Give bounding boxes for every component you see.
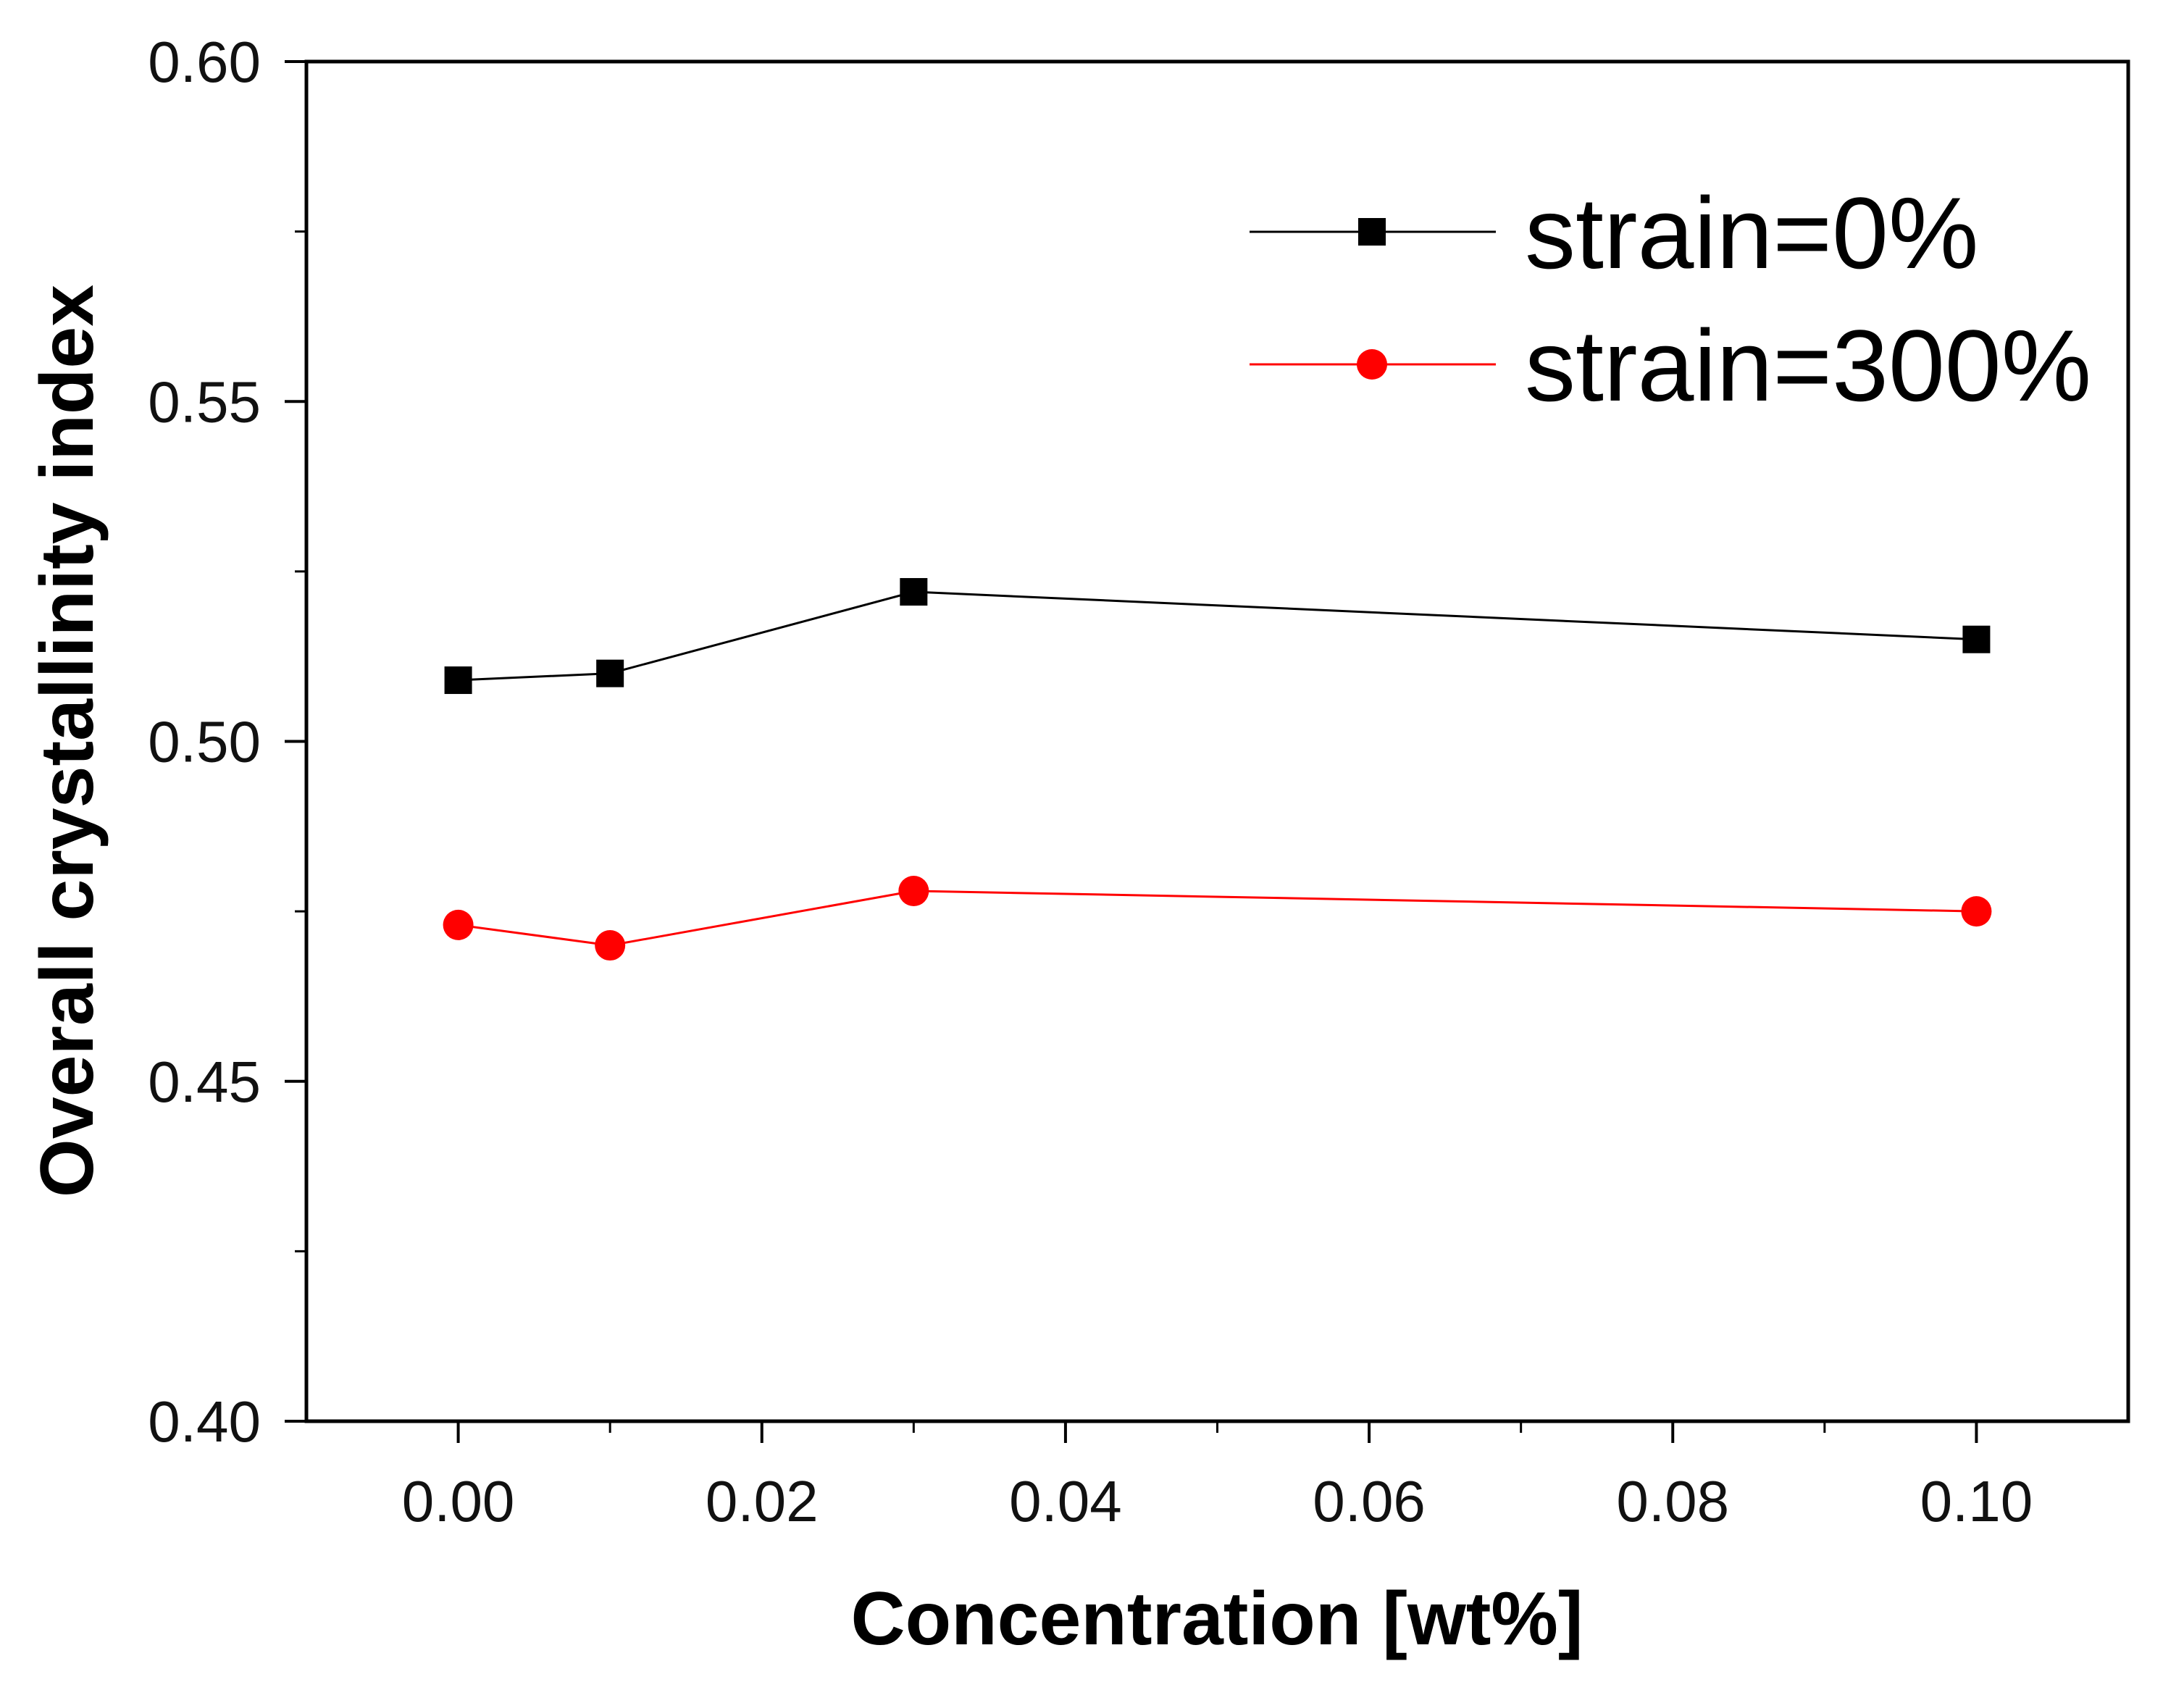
x-tick-label: 0.00 — [402, 1469, 515, 1533]
legend-label: strain=300% — [1525, 309, 2091, 422]
y-axis-ticks: 0.40 0.45 0.50 0.55 0.60 — [148, 30, 306, 1454]
x-tick-label: 0.08 — [1616, 1469, 1729, 1533]
data-point-circle — [898, 875, 929, 906]
data-point-circle — [595, 930, 626, 961]
x-tick-label: 0.04 — [1009, 1469, 1122, 1533]
legend-marker-square — [1358, 218, 1386, 246]
series-line — [458, 890, 1977, 947]
y-tick-label: 0.55 — [148, 369, 261, 434]
legend: strain=0% strain=300% — [1250, 176, 2091, 422]
x-tick-label: 0.10 — [1920, 1469, 2033, 1533]
legend-item: strain=300% — [1250, 309, 2091, 422]
data-point-circle — [1961, 896, 1992, 927]
x-tick-label: 0.02 — [706, 1469, 819, 1533]
data-point-circle — [443, 909, 474, 940]
legend-label: strain=0% — [1525, 176, 1978, 290]
series-layer — [443, 578, 1992, 961]
y-tick-label: 0.45 — [148, 1050, 261, 1114]
legend-item: strain=0% — [1250, 176, 1978, 290]
x-axis-title: Concentration [wt%] — [850, 1577, 1583, 1661]
data-point-square — [900, 578, 928, 606]
series-1 — [444, 578, 1991, 695]
data-point-square — [1962, 625, 1991, 653]
x-axis-ticks: 0.00 0.02 0.04 0.06 0.08 0.10 — [402, 1421, 2033, 1533]
y-tick-label: 0.40 — [148, 1389, 261, 1454]
y-tick-label: 0.60 — [148, 30, 261, 94]
legend-marker-circle — [1357, 349, 1387, 380]
x-tick-label: 0.06 — [1313, 1469, 1426, 1533]
y-axis-title: Overall crystallinity index — [25, 285, 109, 1197]
y-tick-label: 0.50 — [148, 710, 261, 774]
series-2 — [443, 875, 1992, 961]
data-point-square — [444, 666, 472, 695]
series-line — [458, 590, 1977, 682]
data-point-square — [596, 659, 624, 687]
